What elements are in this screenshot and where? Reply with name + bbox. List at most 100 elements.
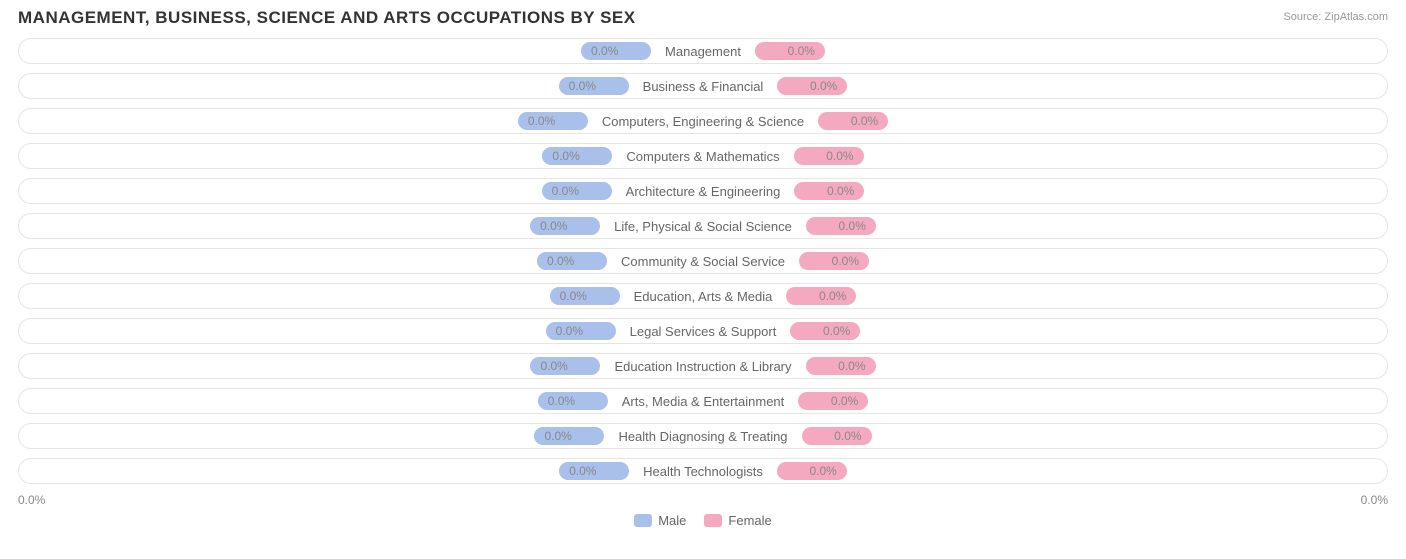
chart-row: 0.0% Arts, Media & Entertainment 0.0% xyxy=(18,388,1388,414)
male-value: 0.0% xyxy=(556,324,583,338)
male-value: 0.0% xyxy=(540,359,567,373)
female-value: 0.0% xyxy=(839,219,866,233)
category-label: Health Diagnosing & Treating xyxy=(604,429,801,444)
male-value: 0.0% xyxy=(548,394,575,408)
chart-row: 0.0% Health Technologists 0.0% xyxy=(18,458,1388,484)
chart-row: 0.0% Legal Services & Support 0.0% xyxy=(18,318,1388,344)
chart-source: Source: ZipAtlas.com xyxy=(1283,8,1388,23)
chart-row: 0.0% Community & Social Service 0.0% xyxy=(18,248,1388,274)
female-bar: 0.0% xyxy=(777,77,847,95)
female-value: 0.0% xyxy=(838,359,865,373)
row-center-group: 0.0% Education Instruction & Library 0.0% xyxy=(530,354,875,378)
female-bar: 0.0% xyxy=(799,252,869,270)
female-value: 0.0% xyxy=(832,254,859,268)
male-bar: 0.0% xyxy=(542,182,612,200)
row-center-group: 0.0% Computers, Engineering & Science 0.0% xyxy=(518,109,888,133)
male-bar: 0.0% xyxy=(581,42,651,60)
legend-item-male: Male xyxy=(634,513,686,528)
category-label: Education, Arts & Media xyxy=(620,289,787,304)
chart-area: 0.0% Management 0.0% 0.0% Business & Financi… xyxy=(0,32,1406,484)
row-center-group: 0.0%Health Diagnosing & Treating0.0% xyxy=(534,424,871,448)
female-bar: 0.0% xyxy=(777,462,847,480)
female-bar: 0.0% xyxy=(790,322,860,340)
female-swatch-icon xyxy=(704,514,722,527)
row-center-group: 0.0% Computers & Mathematics 0.0% xyxy=(542,144,863,168)
male-bar: 0.0% xyxy=(537,252,607,270)
female-value: 0.0% xyxy=(831,394,858,408)
category-label: Computers & Mathematics xyxy=(612,149,793,164)
male-bar: 0.0% xyxy=(538,392,608,410)
chart-row: 0.0% Education Instruction & Library 0.0% xyxy=(18,353,1388,379)
legend-female-label: Female xyxy=(728,513,771,528)
male-swatch-icon xyxy=(634,514,652,527)
male-bar: 0.0% xyxy=(534,427,604,445)
male-bar: 0.0% xyxy=(559,77,629,95)
row-center-group: 0.0% Legal Services & Support 0.0% xyxy=(546,319,861,343)
female-bar: 0.0% xyxy=(802,427,872,445)
male-bar: 0.0% xyxy=(530,217,600,235)
male-bar: 0.0% xyxy=(518,112,588,130)
female-value: 0.0% xyxy=(823,324,850,338)
female-value: 0.0% xyxy=(827,184,854,198)
chart-row: 0.0% Computers, Engineering & Science 0.0% xyxy=(18,108,1388,134)
male-bar: 0.0% xyxy=(542,147,612,165)
category-label: Business & Financial xyxy=(629,79,778,94)
chart-row: 0.0%Health Diagnosing & Treating0.0% xyxy=(18,423,1388,449)
category-label: Management xyxy=(651,44,755,59)
female-value: 0.0% xyxy=(788,44,815,58)
male-value: 0.0% xyxy=(552,149,579,163)
chart-title: MANAGEMENT, BUSINESS, SCIENCE AND ARTS O… xyxy=(18,8,636,28)
male-value: 0.0% xyxy=(547,254,574,268)
female-value: 0.0% xyxy=(810,79,837,93)
category-label: Education Instruction & Library xyxy=(600,359,805,374)
male-value: 0.0% xyxy=(528,114,555,128)
row-center-group: 0.0% Arts, Media & Entertainment 0.0% xyxy=(538,389,869,413)
legend-item-female: Female xyxy=(704,513,771,528)
category-label: Legal Services & Support xyxy=(616,324,791,339)
chart-row: 0.0% Education, Arts & Media 0.0% xyxy=(18,283,1388,309)
female-bar: 0.0% xyxy=(798,392,868,410)
axis-left-label: 0.0% xyxy=(18,493,45,511)
female-bar: 0.0% xyxy=(794,147,864,165)
row-center-group: 0.0% Community & Social Service 0.0% xyxy=(537,249,869,273)
row-center-group: 0.0% Management 0.0% xyxy=(581,39,825,63)
male-value: 0.0% xyxy=(569,79,596,93)
category-label: Arts, Media & Entertainment xyxy=(608,394,799,409)
legend: Male Female xyxy=(0,513,1406,528)
row-center-group: 0.0% Education, Arts & Media 0.0% xyxy=(550,284,857,308)
male-value: 0.0% xyxy=(591,44,618,58)
chart-row: 0.0% Management 0.0% xyxy=(18,38,1388,64)
category-label: Health Technologists xyxy=(629,464,777,479)
category-label: Community & Social Service xyxy=(607,254,799,269)
source-value: ZipAtlas.com xyxy=(1324,11,1388,23)
female-value: 0.0% xyxy=(819,289,846,303)
category-label: Computers, Engineering & Science xyxy=(588,114,818,129)
female-bar: 0.0% xyxy=(806,357,876,375)
male-bar: 0.0% xyxy=(546,322,616,340)
male-bar: 0.0% xyxy=(559,462,629,480)
female-value: 0.0% xyxy=(810,464,837,478)
category-label: Architecture & Engineering xyxy=(612,184,795,199)
female-value: 0.0% xyxy=(826,149,853,163)
male-bar: 0.0% xyxy=(530,357,600,375)
chart-header: MANAGEMENT, BUSINESS, SCIENCE AND ARTS O… xyxy=(0,0,1406,32)
female-bar: 0.0% xyxy=(818,112,888,130)
female-bar: 0.0% xyxy=(786,287,856,305)
chart-row: 0.0% Computers & Mathematics 0.0% xyxy=(18,143,1388,169)
male-bar: 0.0% xyxy=(550,287,620,305)
male-value: 0.0% xyxy=(569,464,596,478)
female-value: 0.0% xyxy=(834,429,861,443)
row-center-group: 0.0% Business & Financial 0.0% xyxy=(559,74,848,98)
male-value: 0.0% xyxy=(560,289,587,303)
legend-male-label: Male xyxy=(658,513,686,528)
chart-row: 0.0%Architecture & Engineering0.0% xyxy=(18,178,1388,204)
row-center-group: 0.0%Architecture & Engineering0.0% xyxy=(542,179,865,203)
female-bar: 0.0% xyxy=(755,42,825,60)
x-axis: 0.0% 0.0% xyxy=(18,493,1388,511)
male-value: 0.0% xyxy=(540,219,567,233)
female-bar: 0.0% xyxy=(794,182,864,200)
chart-row: 0.0% Business & Financial 0.0% xyxy=(18,73,1388,99)
female-bar: 0.0% xyxy=(806,217,876,235)
female-value: 0.0% xyxy=(851,114,878,128)
axis-right-label: 0.0% xyxy=(1361,493,1388,511)
